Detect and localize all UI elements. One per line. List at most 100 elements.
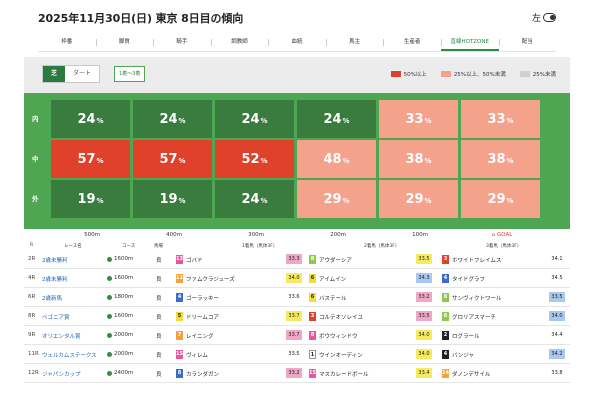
- tab-item[interactable]: 脚質: [95, 35, 154, 51]
- hotzone-panel: 芝 ダート 1着〜3着 50%以上 25%以上、50%未満 25%未満 内 中 …: [24, 57, 570, 229]
- horse-number-badge: 6: [309, 293, 316, 302]
- surface-dirt-button[interactable]: ダート: [73, 70, 92, 77]
- horse-entry: 8 カランダガン: [176, 369, 219, 378]
- horse-name[interactable]: ボウウィンドウ: [319, 333, 358, 340]
- hotzone-cell: 48%: [297, 140, 376, 178]
- hotzone-cell-unit: %: [342, 117, 350, 125]
- horse-name[interactable]: ヴィレム: [186, 352, 208, 359]
- distance-axis: 500m 400m 300m 200m 100m ⌂ GOAL: [24, 229, 570, 243]
- distance-text: GOAL: [496, 232, 513, 238]
- hotzone-cell-unit: %: [506, 117, 514, 125]
- horse-name[interactable]: レイニング: [186, 333, 214, 340]
- distance-text: 400m: [166, 232, 182, 238]
- hotzone-cell-value: 33: [487, 111, 506, 127]
- hotzone-cell-value: 33: [405, 111, 424, 127]
- direction-toggle[interactable]: 左: [532, 11, 556, 24]
- horse-name[interactable]: グロリアスマーチ: [452, 314, 496, 321]
- hotzone-cell: 38%: [461, 140, 540, 178]
- tab-item[interactable]: 直線HOTZONE: [440, 35, 499, 51]
- tab-item[interactable]: 血統: [268, 35, 326, 51]
- track-condition: 良: [156, 353, 162, 359]
- toggle-switch-icon: [543, 13, 556, 22]
- turf-icon: [107, 332, 112, 338]
- horse-name[interactable]: ドリームコア: [186, 314, 219, 321]
- track-condition: 良: [156, 277, 162, 283]
- hotzone-cell-value: 57: [77, 151, 96, 167]
- race-name-link[interactable]: 2歳未勝利: [42, 277, 68, 283]
- horse-name[interactable]: コルテオソレイユ: [319, 314, 363, 321]
- table-row: 11R ウェルカムステークス 2000m 良 15 ヴィレム 33.5 1 ウインオーディン 34…: [24, 346, 570, 364]
- row-label-inner: 内: [32, 115, 39, 123]
- last3f-time: 33.2: [286, 368, 302, 378]
- horse-name[interactable]: アウダーシア: [319, 257, 352, 264]
- horse-name[interactable]: マスカレードボール: [319, 371, 369, 378]
- last3f-time: 33.5: [549, 292, 565, 302]
- horse-name[interactable]: ホワイトフレイムス: [452, 257, 502, 264]
- last3f-time: 33.7: [286, 311, 302, 321]
- hotzone-cell-unit: %: [178, 157, 186, 165]
- horse-number-badge: 8: [442, 312, 449, 321]
- tab-item[interactable]: 馬主: [325, 35, 384, 51]
- header-r: R: [30, 243, 34, 248]
- tab-item[interactable]: 枠番: [61, 39, 73, 45]
- legend-swatch-gray: [519, 71, 530, 77]
- tab-item[interactable]: 生産者: [383, 35, 441, 51]
- horse-entry: 3 コルテオソレイユ: [309, 312, 363, 321]
- course-text: 2000m: [114, 332, 134, 338]
- horse-name[interactable]: ウインオーディン: [319, 352, 363, 359]
- rank-filter-button[interactable]: 1着〜3着: [114, 66, 146, 82]
- hotzone-cell: 24%: [51, 100, 130, 138]
- direction-toggle-label: 左: [531, 14, 541, 24]
- race-number: 9R: [28, 332, 36, 338]
- hotzone-cell-value: 29: [487, 191, 506, 207]
- goal-label: ⌂ GOAL: [492, 232, 513, 238]
- tab-item[interactable]: 騎手: [153, 35, 211, 51]
- track-condition: 良: [156, 296, 162, 302]
- race-name-link[interactable]: ウェルカムステークス: [42, 353, 97, 359]
- horse-name[interactable]: ゴーラッキー: [186, 295, 220, 302]
- horse-number-badge: 6: [309, 274, 316, 283]
- horse-name[interactable]: ダノンデサイル: [452, 371, 491, 378]
- hotzone-cell-unit: %: [506, 197, 514, 205]
- race-number: 6R: [28, 294, 36, 300]
- header-race: レース名: [64, 244, 82, 249]
- horse-name[interactable]: バンジャ: [452, 352, 475, 359]
- horse-name[interactable]: アイムイン: [319, 276, 347, 283]
- horse-name[interactable]: ログラール: [452, 333, 480, 340]
- hotzone-cell-unit: %: [96, 117, 104, 125]
- course-text: 1800m: [114, 294, 134, 300]
- course-text: 1600m: [114, 313, 134, 319]
- distance-label: 300m: [248, 232, 264, 238]
- last3f-time: 33.3: [286, 254, 302, 264]
- horse-name[interactable]: バステール: [319, 295, 347, 302]
- horse-entry: 15 ヴィレム: [176, 350, 208, 359]
- distance-label: 500m: [84, 232, 100, 238]
- race-name-link[interactable]: ベゴニア賞: [42, 315, 70, 321]
- legend-item-high: 50%以上: [390, 70, 427, 78]
- race-name-link[interactable]: 2歳新馬: [42, 296, 62, 302]
- race-name-link[interactable]: 2歳未勝利: [42, 258, 68, 264]
- hotzone-cell-value: 19: [77, 191, 96, 207]
- course-text: 2000m: [114, 351, 134, 357]
- legend-label: 25%以上、50%未満: [453, 72, 506, 78]
- horse-name[interactable]: サンヴィクトワール: [452, 295, 502, 302]
- race-name-link[interactable]: ジャパンカップ: [42, 372, 81, 378]
- horse-name[interactable]: ファムクラジューズ: [186, 276, 235, 283]
- hotzone-cell-value: 57: [159, 151, 178, 167]
- horse-name[interactable]: カランダガン: [186, 371, 220, 378]
- track-condition: 良: [156, 334, 162, 340]
- race-name-link[interactable]: オリエンタル賞: [42, 334, 81, 340]
- course-distance: 1600m: [107, 313, 133, 319]
- table-row: 6R 2歳新馬 1800m 良 4 ゴーラッキー 33.6 6 バステール 33.2 8 サンヴィクト…: [24, 289, 570, 307]
- tab-item[interactable]: 配当: [498, 35, 557, 51]
- race-number: 2R: [28, 256, 36, 262]
- tab-item[interactable]: 調教師: [210, 35, 269, 51]
- horse-name[interactable]: タイドグラフ: [452, 276, 486, 283]
- horse-name[interactable]: ゴバド: [186, 257, 203, 264]
- course-distance: 1800m: [107, 294, 133, 300]
- header-third: 3着馬（馬体3F）: [486, 244, 522, 249]
- header-baba: 馬場: [154, 244, 163, 249]
- course-distance: 2000m: [107, 351, 133, 357]
- surface-turf-button[interactable]: 芝: [43, 66, 66, 82]
- hotzone-cell: 29%: [297, 180, 376, 218]
